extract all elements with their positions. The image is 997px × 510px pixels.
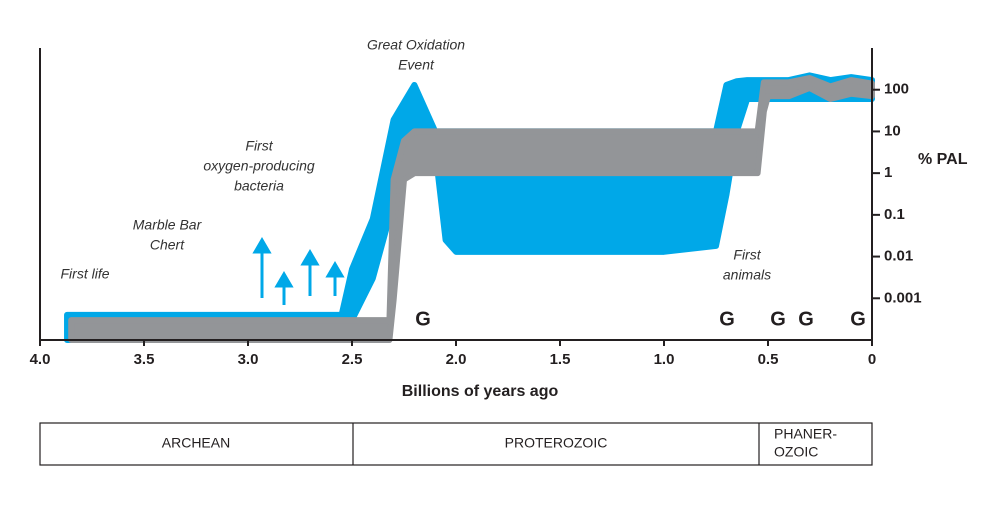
plot-area bbox=[64, 72, 875, 343]
oxygen-band bbox=[64, 72, 875, 343]
y-tick-label: 1 bbox=[884, 164, 892, 181]
annotation: First life bbox=[61, 266, 110, 282]
x-axis-title: Billions of years ago bbox=[402, 383, 559, 400]
annotation: bacteria bbox=[234, 178, 284, 194]
y-tick-label: 10 bbox=[884, 122, 901, 139]
eon-label: OZOIC bbox=[774, 444, 818, 460]
eon-table bbox=[39, 422, 873, 466]
y-tick-label: 0.001 bbox=[884, 289, 922, 306]
annotation: oxygen-producing bbox=[203, 158, 315, 174]
glaciation-label: G bbox=[850, 308, 866, 330]
x-tick-label: 2.5 bbox=[342, 351, 363, 368]
x-tick-label: 3.5 bbox=[134, 351, 155, 368]
glaciation-label: G bbox=[719, 308, 735, 330]
y-tick-label: 0.01 bbox=[884, 248, 913, 265]
y-axis-title: % PAL bbox=[918, 151, 968, 168]
eon-label: PROTEROZOIC bbox=[505, 435, 608, 451]
y-tick-label: 0.1 bbox=[884, 206, 905, 223]
glaciation-label: G bbox=[798, 308, 814, 330]
annotation: animals bbox=[723, 267, 771, 283]
arrow-head bbox=[325, 261, 345, 278]
y-tick-label: 100 bbox=[884, 81, 909, 98]
x-tick-label: 0 bbox=[868, 351, 876, 368]
glaciation-label: G bbox=[770, 308, 786, 330]
x-tick-label: 0.5 bbox=[758, 351, 779, 368]
annotation: Marble Bar bbox=[133, 217, 203, 233]
arrows bbox=[252, 237, 345, 305]
arrow-head bbox=[300, 249, 320, 266]
glaciation-label: G bbox=[415, 308, 431, 330]
annotation: Chert bbox=[150, 237, 185, 253]
eon-label: PHANER- bbox=[774, 426, 837, 442]
eon-label: ARCHEAN bbox=[162, 435, 230, 451]
x-tick-label: 3.0 bbox=[238, 351, 259, 368]
x-tick-label: 1.0 bbox=[654, 351, 675, 368]
x-tick-label: 4.0 bbox=[30, 351, 51, 368]
annotation: Event bbox=[398, 57, 435, 73]
x-tick-label: 1.5 bbox=[550, 351, 571, 368]
arrow-head bbox=[252, 237, 272, 254]
x-tick-label: 2.0 bbox=[446, 351, 467, 368]
annotation: First bbox=[245, 138, 273, 154]
annotation: First bbox=[733, 247, 761, 263]
annotation: Great Oxidation bbox=[367, 37, 465, 53]
arrow-head bbox=[274, 271, 294, 288]
